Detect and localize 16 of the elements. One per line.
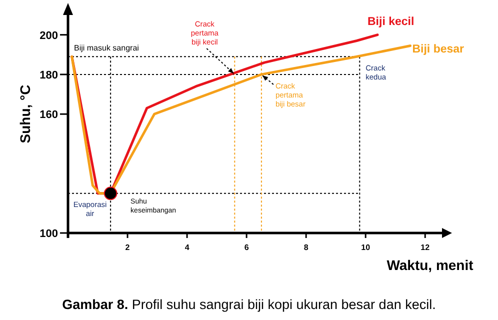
y-tick-label: 100 — [40, 228, 58, 240]
x-tick-label: 10 — [361, 243, 371, 252]
x-tick-label: 12 — [420, 243, 430, 252]
x-tick-label: 6 — [244, 243, 250, 252]
text: Gambar 8. Profil suhu sangrai biji kopi ukuran besar dan kecil. — [62, 297, 436, 312]
ref-line-label: Biji masuk sangrai — [74, 44, 140, 53]
series-label: Biji kecil — [368, 16, 414, 28]
y-axis-title: Suhu, °C — [17, 84, 33, 144]
x-tick-label: 4 — [184, 243, 190, 252]
x-tick-label: 2 — [125, 243, 130, 252]
y-tick-label: 180 — [40, 69, 58, 82]
x-axis-title: Waktu, menit — [386, 257, 474, 273]
series-label: Biji besar — [412, 44, 465, 56]
x-tick-label: 8 — [304, 243, 309, 252]
y-tick-label: 160 — [40, 109, 58, 122]
y-tick-label: 200 — [40, 30, 58, 42]
